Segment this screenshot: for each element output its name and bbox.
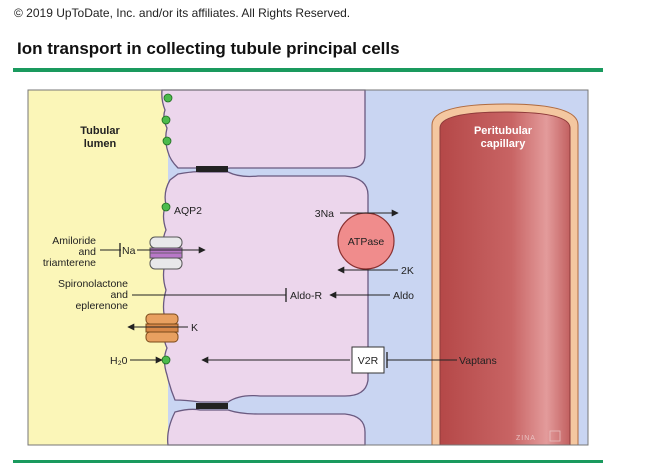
bottom-divider bbox=[13, 460, 603, 463]
figure-frame bbox=[27, 89, 589, 446]
artist-logo-icon bbox=[549, 430, 561, 442]
capillary-label-line2: capillary bbox=[481, 138, 527, 150]
na-label-bg bbox=[121, 244, 137, 256]
aqp2-channel-1 bbox=[163, 93, 173, 103]
k-channel-label: K bbox=[191, 322, 198, 334]
aqp2-channel-4 bbox=[161, 202, 171, 212]
lumen-label-line1: Tubular bbox=[80, 125, 120, 137]
lumen-label-line2: lumen bbox=[84, 138, 117, 150]
v2r-label: V2R bbox=[358, 355, 379, 367]
capillary-label-line1: Peritubular bbox=[474, 125, 533, 137]
aqp2-channel-2 bbox=[161, 115, 171, 125]
amiloride-label-line1: Amiloride bbox=[52, 235, 96, 247]
peritubular-capillary bbox=[439, 111, 571, 446]
tubular-lumen-region bbox=[28, 90, 168, 445]
aqp2-channel-3 bbox=[162, 136, 172, 146]
spironolactone-label-line1: Spironolactone bbox=[58, 278, 128, 290]
upper-cell bbox=[161, 89, 366, 170]
aqp2-label: AQP2 bbox=[174, 205, 202, 217]
tight-junction-upper bbox=[196, 166, 228, 172]
spironolactone-label-line2: and bbox=[110, 289, 128, 301]
v2r-receptor bbox=[351, 346, 385, 374]
amiloride-label-line2: and bbox=[78, 246, 96, 258]
na-3-label: 3Na bbox=[315, 208, 334, 220]
na-channel-label: Na bbox=[122, 245, 136, 257]
k-channel bbox=[145, 313, 179, 343]
aldo-r-label: Aldo-R bbox=[290, 290, 323, 302]
water-label: H₂0 bbox=[110, 355, 128, 367]
spironolactone-label-line3: eplerenone bbox=[75, 300, 128, 312]
atpase-label: ATPase bbox=[348, 236, 385, 248]
k-2-label: 2K bbox=[401, 265, 414, 277]
figure-title: Ion transport in collecting tubule princ… bbox=[17, 39, 400, 58]
artist-signature: ZINA bbox=[516, 435, 536, 442]
amiloride-label-line3: triamterene bbox=[43, 257, 96, 269]
copyright-notice: © 2019 UpToDate, Inc. and/or its affilia… bbox=[14, 6, 351, 20]
lower-cell bbox=[167, 408, 366, 446]
na-channel bbox=[149, 236, 183, 270]
tight-junction-lower bbox=[196, 403, 228, 409]
aldo-label: Aldo bbox=[393, 290, 414, 302]
top-divider bbox=[13, 68, 603, 72]
vaptans-label: Vaptans bbox=[459, 355, 497, 367]
aqp2-channel-5 bbox=[161, 355, 171, 365]
